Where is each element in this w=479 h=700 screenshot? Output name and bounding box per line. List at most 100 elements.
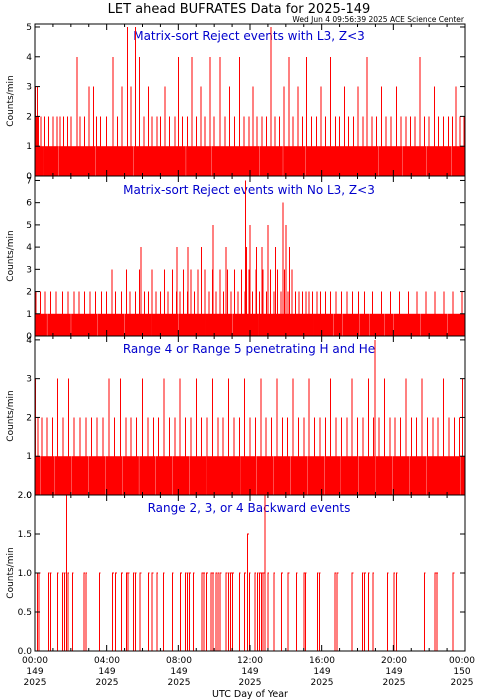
x-tick-doy: 149 bbox=[241, 667, 258, 677]
y-tick-label: 4 bbox=[26, 53, 32, 63]
baseline-fill bbox=[290, 456, 308, 495]
figure-title: LET ahead BUFRATES Data for 2025-149 bbox=[108, 2, 371, 17]
x-tick-year: 2025 bbox=[168, 678, 191, 688]
y-tick-label: 2 bbox=[26, 288, 32, 298]
y-tick-label: 5 bbox=[26, 23, 32, 33]
y-tick-label: 0.0 bbox=[18, 647, 33, 657]
baseline-fill bbox=[324, 456, 341, 495]
x-tick-doy: 149 bbox=[313, 667, 330, 677]
x-tick-doy: 149 bbox=[26, 667, 43, 677]
data-bars bbox=[35, 339, 465, 495]
baseline-fill bbox=[313, 313, 334, 336]
data-bars bbox=[34, 26, 465, 176]
y-tick-label: 3 bbox=[26, 83, 32, 93]
baseline-fill bbox=[443, 456, 461, 495]
baseline-fill bbox=[124, 313, 152, 336]
baseline-fill bbox=[205, 313, 233, 336]
y-tick-label: 3 bbox=[26, 375, 32, 385]
y-tick-label: 4 bbox=[26, 336, 32, 346]
baseline-fill bbox=[341, 456, 359, 495]
panel-l3-reject: Matrix-sort Reject events with L3, Z<3 C… bbox=[6, 23, 466, 182]
baseline-fill bbox=[186, 146, 212, 176]
y-tick-label: 0 bbox=[26, 332, 32, 342]
baseline-fill bbox=[223, 456, 240, 495]
baseline-fill bbox=[178, 313, 206, 336]
y-axis-label: Counts/min bbox=[6, 390, 16, 441]
y-tick-label: 1 bbox=[26, 452, 32, 462]
y-tick-label: 0 bbox=[26, 172, 32, 182]
y-tick-label: 3 bbox=[26, 265, 32, 275]
baseline-fill bbox=[234, 146, 260, 176]
baseline-fill bbox=[333, 313, 343, 336]
panel-title: Matrix-sort Reject events with No L3, Z<… bbox=[123, 183, 375, 197]
x-tick-doy: 150 bbox=[453, 667, 470, 677]
y-tick-label: 7 bbox=[26, 176, 32, 186]
y-tick-label: 1.0 bbox=[18, 569, 33, 579]
y-tick-label: 6 bbox=[26, 199, 32, 209]
x-tick-year: 2025 bbox=[451, 678, 474, 688]
y-tick-label: 0 bbox=[26, 491, 32, 501]
baseline-fill bbox=[384, 313, 394, 336]
y-tick-label: 4 bbox=[26, 243, 32, 253]
x-tick-year: 2025 bbox=[24, 678, 47, 688]
baseline-fill bbox=[80, 146, 96, 176]
panel-no-l3-reject: Matrix-sort Reject events with No L3, Z<… bbox=[6, 175, 466, 342]
baseline-fill bbox=[98, 313, 125, 336]
y-axis-label: Counts/min bbox=[6, 230, 16, 281]
baseline-fill bbox=[305, 146, 331, 176]
x-tick-time: 00:00 bbox=[22, 656, 48, 666]
x-tick-time: 04:00 bbox=[94, 656, 120, 666]
y-tick-label: 2 bbox=[26, 413, 32, 423]
baseline-fill bbox=[206, 456, 224, 495]
baseline-fill bbox=[133, 146, 161, 176]
baseline-fill bbox=[353, 146, 379, 176]
y-tick-label: 2 bbox=[26, 112, 32, 122]
baseline-fill bbox=[211, 146, 235, 176]
y-axis-label: Counts/min bbox=[6, 75, 16, 126]
baseline-fill bbox=[240, 456, 257, 495]
y-tick-label: 0.5 bbox=[18, 608, 32, 618]
x-tick-doy: 149 bbox=[385, 667, 402, 677]
data-bars bbox=[35, 180, 465, 336]
y-tick-label: 1.5 bbox=[18, 530, 32, 540]
y-tick-label: 5 bbox=[26, 221, 32, 231]
baseline-fill bbox=[47, 313, 71, 336]
y-tick-label: 1 bbox=[26, 310, 32, 320]
x-tick-time: 00:00 bbox=[449, 656, 475, 666]
x-tick-time: 12:00 bbox=[237, 656, 263, 666]
baseline-fill bbox=[426, 456, 444, 495]
baseline-fill bbox=[409, 456, 427, 495]
baseline-fill bbox=[259, 313, 286, 336]
x-tick-year: 2025 bbox=[239, 678, 262, 688]
x-tick-doy: 149 bbox=[98, 667, 115, 677]
baseline-fill bbox=[358, 456, 376, 495]
panel-title: Range 2, 3, or 4 Backward events bbox=[148, 501, 351, 515]
baseline-fill bbox=[420, 313, 448, 336]
baseline-fill bbox=[44, 146, 59, 176]
data-bars bbox=[36, 494, 455, 651]
panel-backward-events: Range 2, 3, or 4 Backward events Counts/… bbox=[6, 491, 466, 657]
baseline-fill bbox=[451, 146, 465, 176]
x-axis-tick-labels: 00:00 149 2025 04:00 149 2025 08:00 149 … bbox=[22, 656, 475, 688]
y-tick-label: 1 bbox=[26, 142, 32, 152]
baseline-fill bbox=[256, 456, 274, 495]
baseline-fill bbox=[40, 456, 55, 495]
timestamp-stamp: Wed Jun 4 09:56:39 2025 ACE Science Cent… bbox=[292, 15, 465, 24]
panel-title: Range 4 or Range 5 penetrating H and He bbox=[123, 342, 375, 356]
baseline-fill bbox=[283, 146, 306, 176]
x-tick-doy: 149 bbox=[170, 667, 187, 677]
baseline-fill bbox=[447, 313, 465, 336]
x-tick-year: 2025 bbox=[311, 678, 334, 688]
panel-range45-penetrating: Range 4 or Range 5 penetrating H and He … bbox=[6, 335, 466, 501]
y-tick-label: 2.0 bbox=[18, 491, 33, 501]
baseline-fill bbox=[35, 313, 47, 336]
baseline-fill bbox=[342, 313, 359, 336]
baseline-fill bbox=[393, 313, 421, 336]
y-axis-label: Counts/min bbox=[6, 547, 16, 598]
baseline-fill bbox=[189, 456, 207, 495]
x-axis-label: UTC Day of Year bbox=[212, 689, 288, 700]
x-tick-year: 2025 bbox=[383, 678, 406, 688]
x-tick-time: 08:00 bbox=[166, 656, 192, 666]
x-tick-time: 16:00 bbox=[309, 656, 335, 666]
